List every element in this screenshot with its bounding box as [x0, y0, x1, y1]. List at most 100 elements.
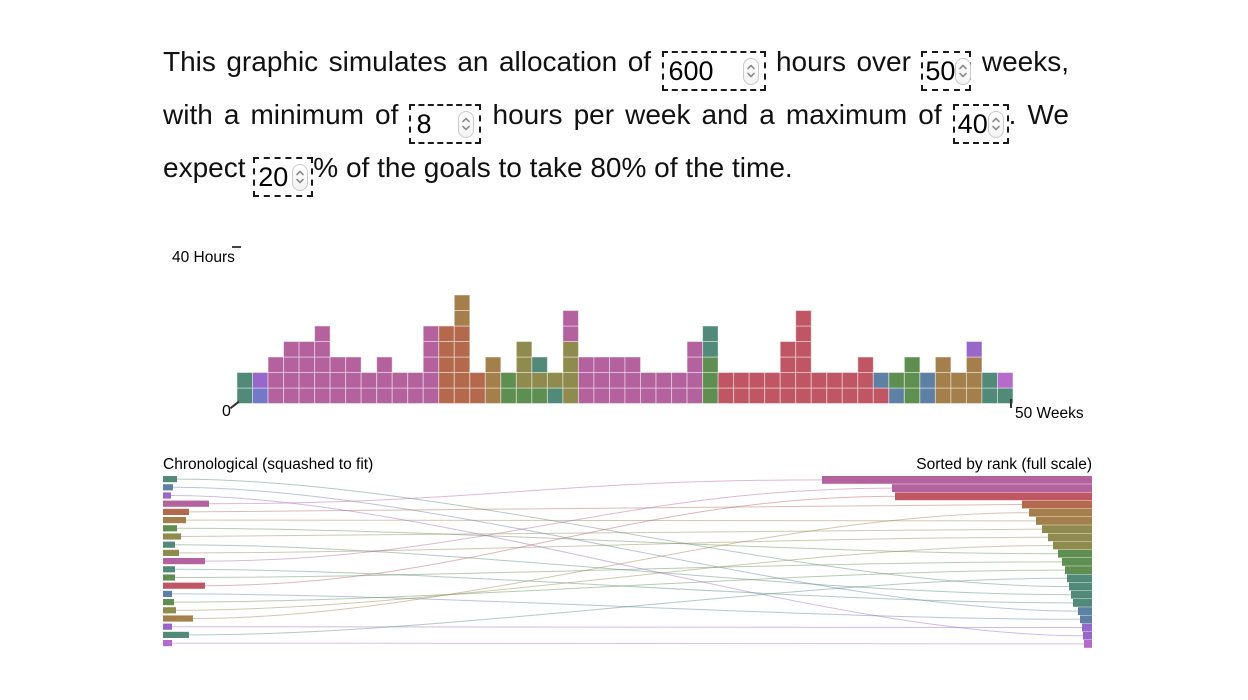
hour-cell-week-46	[950, 387, 967, 404]
stepper-icon[interactable]	[292, 163, 309, 191]
ranked-bar	[1067, 574, 1092, 583]
rank-connector-line	[178, 536, 1049, 554]
hour-cell-week-32	[733, 387, 750, 404]
hour-cell-week-35	[779, 356, 797, 373]
x-axis-max-tick	[1010, 399, 1012, 408]
rank-connector-line	[171, 626, 1083, 628]
hour-cell-week-21	[562, 387, 579, 404]
hour-cell-week-45	[934, 387, 952, 404]
stepper-icon[interactable]	[987, 110, 1004, 138]
intro-text: This graphic simulates an allocation of	[163, 46, 662, 77]
chronological-bar	[163, 508, 189, 515]
hour-cell-week-11	[407, 372, 424, 389]
pareto-percent-input[interactable]: 20	[253, 157, 314, 197]
hour-cell-week-7	[345, 356, 362, 373]
sorted-by-rank-label: Sorted by rank (full scale)	[916, 456, 1092, 473]
hour-cell-week-44	[919, 372, 936, 389]
hour-cell-week-29	[686, 372, 704, 389]
rank-connector-line	[170, 495, 1084, 637]
hour-cell-week-24	[608, 387, 626, 404]
hour-cell-week-14	[453, 387, 471, 404]
ranked-bar	[1080, 615, 1092, 624]
chronological-bar	[163, 517, 186, 524]
chronological-bar	[163, 599, 174, 606]
rank-connector-line	[204, 495, 896, 587]
x-axis-max-label: 50 Weeks	[1015, 405, 1084, 422]
stepper-icon[interactable]	[955, 57, 972, 85]
ranked-bar	[1022, 500, 1092, 509]
hour-cell-week-27	[655, 372, 673, 389]
hour-cell-week-5	[314, 341, 331, 358]
ranked-bar	[1082, 623, 1092, 632]
hour-cell-week-25	[624, 387, 642, 404]
hour-cell-week-48	[981, 372, 998, 389]
rank-connector-line	[174, 561, 1063, 578]
ranked-bar	[1073, 599, 1092, 607]
hour-cell-week-30	[702, 356, 719, 373]
slope-chart-labels: Chronological (squashed to fit) Sorted b…	[163, 456, 1092, 474]
hour-cell-week-41	[872, 387, 890, 404]
hour-cell-week-28	[671, 387, 688, 404]
rank-connector-line	[175, 545, 1054, 611]
hour-cell-week-36	[795, 325, 812, 342]
stepper-icon[interactable]	[742, 57, 759, 85]
hour-cell-week-24	[608, 372, 626, 389]
ranked-bar	[1058, 549, 1092, 558]
hour-cell-week-26	[640, 372, 657, 389]
chronological-bar	[163, 558, 205, 565]
hours-per-week-chart	[237, 294, 1013, 404]
max-hours-input-value: 40	[957, 109, 988, 139]
chronological-bar	[163, 615, 193, 622]
rank-connector-line	[188, 577, 1068, 636]
hour-cell-week-4	[298, 372, 316, 389]
hour-cell-week-47	[965, 341, 983, 358]
hour-cell-week-42	[888, 372, 905, 389]
hour-cell-week-6	[329, 372, 347, 389]
hour-cell-week-14	[453, 325, 471, 342]
max-hours-input[interactable]: 40	[952, 104, 1009, 144]
hour-cell-week-35	[779, 372, 797, 389]
hour-cell-week-4	[298, 341, 316, 358]
hour-cell-week-9	[376, 356, 393, 373]
hour-cell-week-10	[391, 372, 409, 389]
total-hours-input[interactable]: 600	[661, 51, 766, 91]
hour-cell-week-3	[283, 372, 300, 389]
hour-cell-week-16	[484, 387, 502, 404]
hour-cell-week-45	[934, 372, 952, 389]
rank-connector-line	[176, 527, 1059, 555]
hour-cell-week-25	[624, 356, 642, 373]
hour-cell-week-25	[624, 372, 642, 389]
rank-connector-line	[185, 519, 1037, 522]
y-axis-label: 40 Hours	[172, 249, 235, 266]
hour-cell-week-30	[702, 341, 719, 358]
hour-cell-week-7	[345, 387, 362, 404]
weeks-input[interactable]: 50	[921, 51, 972, 91]
hour-cell-week-40	[857, 387, 874, 404]
x-axis-min-label: 0	[222, 403, 231, 420]
ranked-bar	[1048, 533, 1092, 542]
rank-connector-line	[176, 478, 1070, 587]
hour-cell-week-4	[298, 387, 316, 404]
ranked-bar	[1029, 508, 1092, 517]
hour-cell-week-5	[314, 372, 331, 389]
ranked-bar	[1083, 631, 1092, 640]
hour-cell-week-0	[237, 372, 254, 389]
y-axis-tick	[232, 246, 241, 248]
hour-cell-week-22	[577, 356, 595, 373]
chronological-bar	[163, 492, 171, 499]
hour-cell-week-5	[314, 387, 331, 404]
min-hours-input[interactable]: 8	[409, 104, 482, 144]
intro-text: weeks, with a minimum of	[163, 46, 1069, 130]
hour-cell-week-4	[298, 356, 316, 373]
hour-cell-week-19	[531, 387, 548, 404]
intro-text: hours per week and a maxi­mum of	[481, 99, 953, 130]
hour-cell-week-8	[360, 372, 378, 389]
ranked-bar	[1084, 640, 1092, 648]
hour-cell-week-43	[903, 372, 921, 389]
hour-cell-week-36	[795, 341, 812, 358]
hour-cell-week-47	[965, 372, 983, 389]
stepper-icon[interactable]	[458, 110, 475, 138]
hour-cell-week-36	[795, 356, 812, 373]
hour-cell-week-22	[577, 372, 595, 389]
chronological-bar	[163, 525, 177, 532]
